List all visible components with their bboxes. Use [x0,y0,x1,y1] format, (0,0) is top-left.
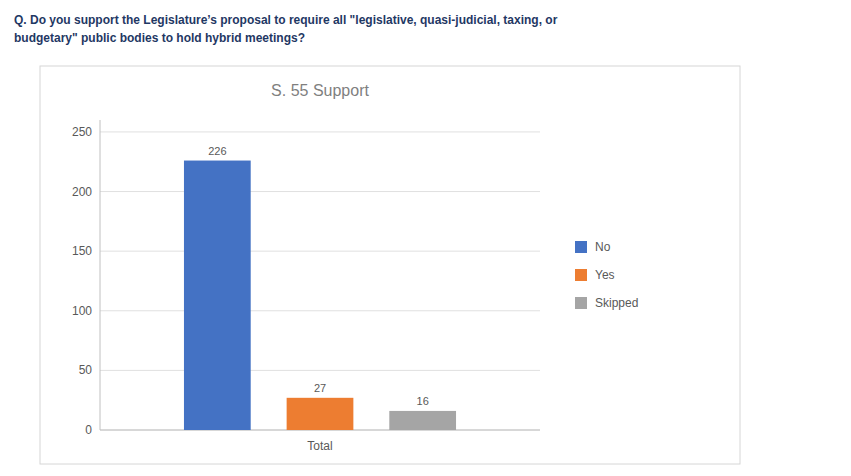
legend-label: No [595,240,611,254]
chart-title: S. 55 Support [271,82,369,99]
grid-line [100,131,540,132]
y-tick-label: 250 [72,125,92,139]
grid-line [100,191,540,192]
grid-line [100,251,540,252]
y-tick-label: 200 [72,185,92,199]
legend-swatch [575,297,587,309]
chart-container: Q. Do you support the Legislature’s prop… [0,0,851,476]
legend-swatch [575,269,587,281]
legend-label: Skipped [595,296,638,310]
question-text: budgetary" public bodies to hold hybrid … [14,31,305,45]
grid [100,132,540,430]
y-tick-label: 50 [79,363,93,377]
bar [287,398,354,430]
question-text: Q. Do you support the Legislature’s prop… [14,13,558,27]
chart-svg: Q. Do you support the Legislature’s prop… [0,0,851,476]
legend-swatch [575,241,587,253]
y-tick-label: 0 [85,423,92,437]
x-tick-label: Total [307,439,332,453]
y-tick-label: 100 [72,304,92,318]
legend: No Yes Skipped [575,240,638,310]
bar [184,161,251,430]
data-label: 27 [314,382,326,394]
data-labels: 226 27 16 [208,145,429,407]
y-axis-line [100,120,101,430]
bar [389,411,456,430]
panel-border [40,66,740,464]
legend-label: Yes [595,268,615,282]
data-label: 226 [208,145,226,157]
grid-line [100,370,540,371]
bars [184,161,456,430]
grid-line [100,310,540,311]
y-tick-label: 150 [72,244,92,258]
data-label: 16 [417,395,429,407]
